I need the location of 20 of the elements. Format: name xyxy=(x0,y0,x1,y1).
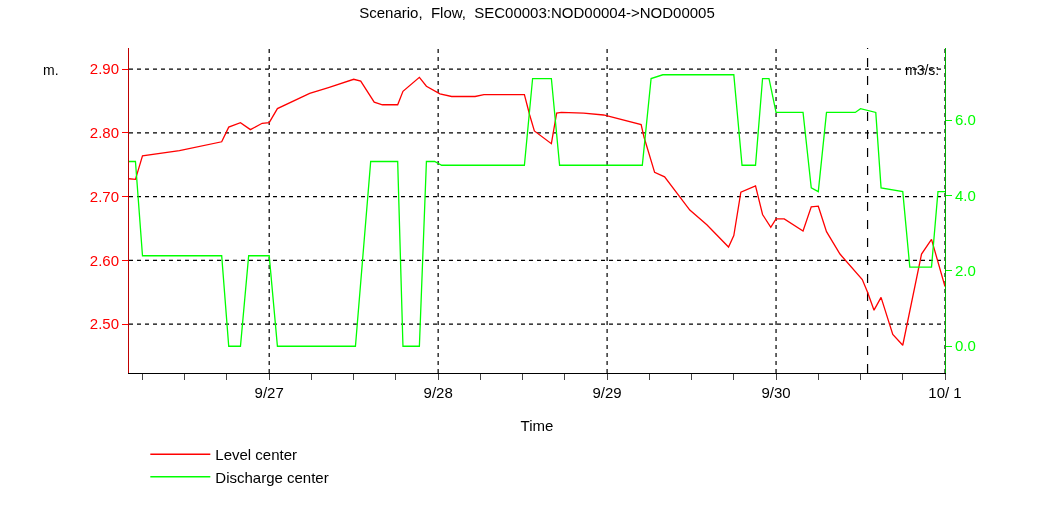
y-axis-title: m. xyxy=(43,62,59,78)
legend-label: Discharge center xyxy=(215,468,329,486)
y-tick-label: 2.80 xyxy=(89,124,119,142)
x-tick-label: 9/27 xyxy=(254,384,284,401)
y-tick-label: 2.50 xyxy=(89,315,119,333)
y2-tick-label: 4.0 xyxy=(955,186,976,204)
y2-axis-title: m3/s: xyxy=(905,62,940,78)
y-tick-label: 2.70 xyxy=(89,187,119,205)
x-axis-title: Time xyxy=(520,417,554,434)
y2-tick-label: 2.0 xyxy=(955,262,976,280)
x-tick-label: 9/29 xyxy=(592,384,622,401)
y-tick-label: 2.90 xyxy=(89,60,119,78)
y-tick-label: 2.60 xyxy=(89,251,119,269)
x-tick-label: 9/28 xyxy=(423,384,453,401)
y2-tick-label: 6.0 xyxy=(955,111,976,129)
legend-label: Level center xyxy=(215,446,298,464)
chart-title: Scenario, Flow, SEC00003:NOD00004->NOD00005 xyxy=(359,4,715,22)
x-tick-label: 9/30 xyxy=(761,384,791,401)
y2-tick-label: 0.0 xyxy=(955,337,976,355)
x-tick-label: 10/ 1 xyxy=(928,384,962,401)
